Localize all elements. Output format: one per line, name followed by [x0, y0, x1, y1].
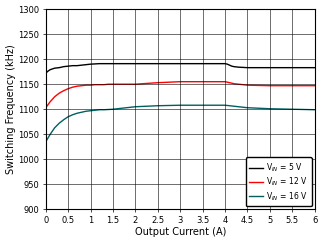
- X-axis label: Output Current (A): Output Current (A): [135, 227, 226, 237]
- Y-axis label: Switching Frequency (kHz): Switching Frequency (kHz): [5, 44, 16, 174]
- Legend: V$_{IN}$ = 5 V, V$_{IN}$ = 12 V, V$_{IN}$ = 16 V: V$_{IN}$ = 5 V, V$_{IN}$ = 12 V, V$_{IN}…: [245, 157, 312, 206]
